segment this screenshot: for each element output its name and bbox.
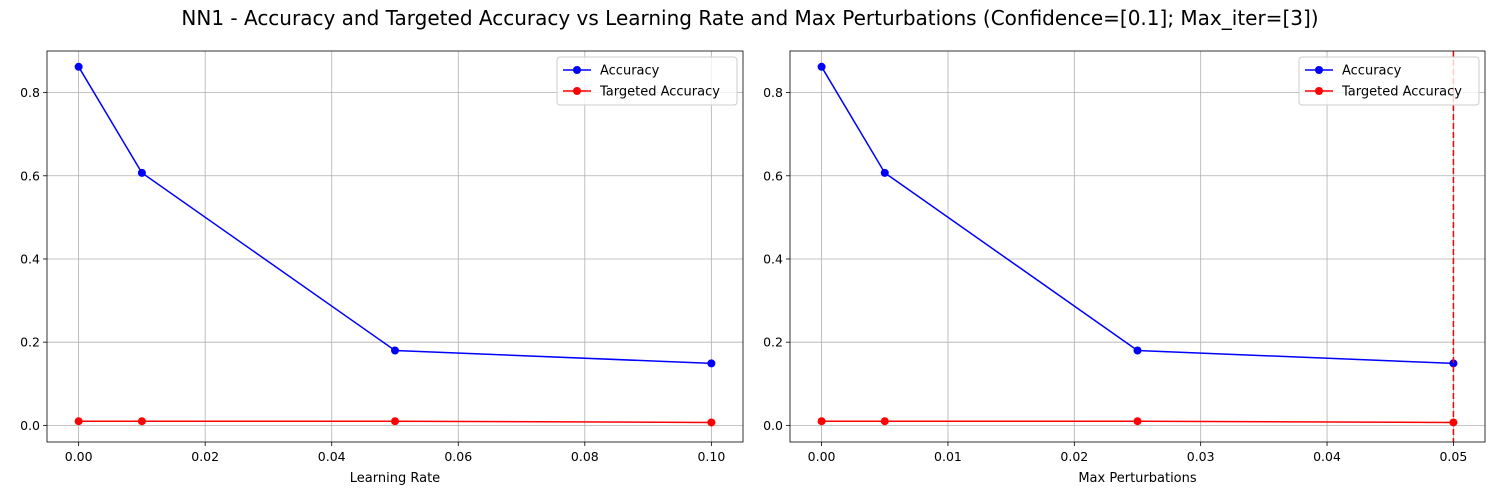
data-point — [880, 417, 889, 426]
data-point — [707, 418, 716, 427]
figure-title: NN1 - Accuracy and Targeted Accuracy vs … — [181, 6, 1319, 30]
y-tick-label: 0.6 — [763, 168, 783, 183]
axes-frame — [789, 50, 1486, 443]
x-tick-label: 0.04 — [318, 449, 346, 464]
series-line-accuracy — [77, 66, 712, 365]
series-line-accuracy — [820, 66, 1454, 365]
data-point — [137, 168, 146, 177]
x-tick-label: 0.05 — [1439, 449, 1467, 464]
x-tick-label: 0.03 — [1187, 449, 1215, 464]
data-point — [74, 62, 83, 71]
data-point — [707, 359, 716, 368]
x-tick-label: 0.00 — [808, 449, 836, 464]
x-tick-label: 0.06 — [444, 449, 472, 464]
y-tick-label: 0.2 — [763, 335, 783, 350]
axes-panel-2: 0.00 0.01 0.02 0.03 0.04 0.05 0.0 0.2 0.4 0.6 0.8 M… — [763, 50, 1486, 486]
x-tick-label: 0.01 — [934, 449, 962, 464]
x-tick-label: 0.02 — [191, 449, 219, 464]
y-tick-label: 0.8 — [20, 85, 40, 100]
data-point — [391, 417, 399, 426]
y-tick-label: 0.4 — [20, 251, 40, 266]
x-tick-label: 0.00 — [65, 449, 93, 464]
legend-marker — [1315, 87, 1323, 95]
legend-label: Accuracy — [1342, 64, 1402, 79]
legend-marker — [1315, 66, 1323, 74]
data-point — [817, 417, 826, 426]
axes-frame — [46, 50, 744, 443]
x-tick-label: 0.02 — [1060, 449, 1088, 464]
data-point — [391, 346, 399, 355]
data-point — [1133, 417, 1142, 426]
data-point — [1133, 346, 1142, 355]
y-tick-label: 0.0 — [20, 418, 40, 433]
data-point — [74, 417, 83, 426]
y-tick-label: 0.0 — [763, 418, 783, 433]
series-line-targeted-accuracy — [821, 420, 1454, 424]
legend-label: Targeted Accuracy — [599, 85, 720, 100]
axes-panel-1: 0.00 0.02 0.04 0.06 0.08 0.10 0.0 0.2 0.4 0.6 0.8 L… — [20, 50, 744, 486]
legend-marker — [573, 87, 581, 95]
legend-label: Accuracy — [600, 64, 660, 79]
data-point — [137, 417, 146, 426]
legend-box — [1298, 56, 1480, 106]
legend-label: Targeted Accuracy — [1341, 85, 1462, 100]
y-tick-label: 0.6 — [20, 168, 40, 183]
x-tick-label: 0.08 — [571, 449, 599, 464]
plot-area — [74, 62, 716, 427]
plot-area — [817, 62, 1458, 427]
y-tick-label: 0.2 — [20, 335, 40, 350]
data-point — [880, 168, 889, 177]
x-tick-label: 0.10 — [697, 449, 725, 464]
legend: Accuracy Targeted Accuracy — [556, 56, 738, 106]
legend: Accuracy Targeted Accuracy — [1298, 56, 1480, 106]
y-tick-label: 0.4 — [763, 251, 783, 266]
legend-box — [556, 56, 738, 106]
x-tick-label: 0.04 — [1313, 449, 1341, 464]
data-point — [817, 62, 826, 71]
x-axis-label: Learning Rate — [350, 471, 440, 486]
x-axis-label: Max Perturbations — [1078, 471, 1197, 486]
series-line-targeted-accuracy — [78, 420, 712, 424]
y-tick-label: 0.8 — [763, 85, 783, 100]
legend-marker — [573, 66, 581, 74]
data-point — [1449, 359, 1458, 368]
